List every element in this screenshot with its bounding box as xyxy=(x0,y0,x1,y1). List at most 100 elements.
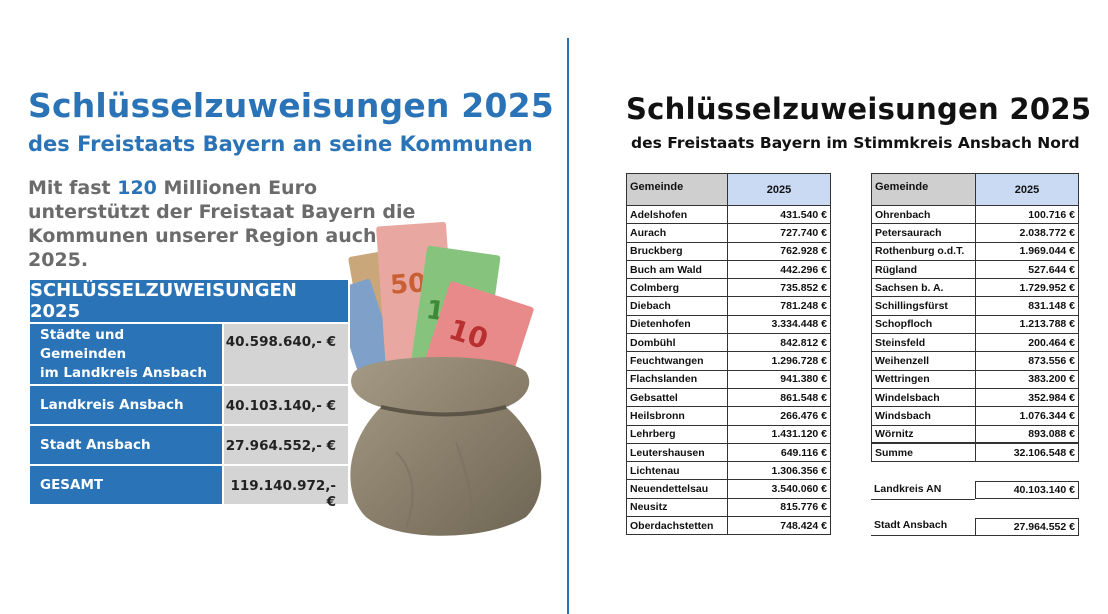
gemeinde-value: 1.729.952 € xyxy=(975,278,1079,298)
gemeinde-name: Weihenzell xyxy=(871,351,976,371)
stadt-ansbach-label: Stadt Ansbach xyxy=(874,519,948,531)
summary-table: SCHLÜSSELZUWEISUNGEN 2025 Städte und Gem… xyxy=(28,278,350,510)
sum-label: Summe xyxy=(871,442,976,463)
table-row: Windelsbach 352.984 € xyxy=(871,387,1079,408)
gemeinde-name: Colmberg xyxy=(626,278,728,298)
gemeinde-value: 727.740 € xyxy=(727,223,831,243)
stadt-ansbach-value: 27.964.552 € xyxy=(975,518,1079,536)
table-row: Rügland 527.644 € xyxy=(871,259,1079,280)
table-row: Ohrenbach 100.716 € xyxy=(871,204,1079,225)
gemeinde-value: 266.476 € xyxy=(727,406,831,426)
money-bag-illustration: 500 100 10 xyxy=(336,221,542,536)
table-row: Wörnitz 893.088 € xyxy=(871,424,1079,444)
table-row: Lichtenau 1.306.356 € xyxy=(626,461,831,481)
gemeinde-value: 873.556 € xyxy=(975,351,1079,371)
gemeinde-name: Aurach xyxy=(626,223,728,243)
gemeinde-name: Neuendettelsau xyxy=(626,479,728,499)
gemeinde-name: Rügland xyxy=(871,259,976,280)
landkreis-an-value: 40.103.140 € xyxy=(975,481,1079,499)
gemeinde-name: Schillingsfürst xyxy=(871,296,976,316)
right-title: Schlüsselzuweisungen 2025 xyxy=(626,92,1092,126)
sack-shape xyxy=(350,357,542,536)
table-row: Neusitz 815.776 € xyxy=(626,497,831,518)
left-title: Schlüsselzuweisungen 2025 xyxy=(28,86,554,125)
table-row: Wettringen 383.200 € xyxy=(871,369,1079,389)
gemeinde-value: 1.306.356 € xyxy=(727,461,831,481)
table-row: Feuchtwangen 1.296.728 € xyxy=(626,351,831,371)
gemeinde-value: 1.296.728 € xyxy=(727,351,831,371)
gemeinde-name: Steinsfeld xyxy=(871,333,976,353)
sum-value: 32.106.548 € xyxy=(975,442,1079,463)
intro-text: Mit fast 120 Millionen Euro unterstützt … xyxy=(28,176,428,272)
summary-row-label: GESAMT xyxy=(28,466,224,504)
gemeinde-name: Petersaurach xyxy=(871,223,976,243)
gemeinde-value: 762.928 € xyxy=(727,241,831,261)
summary-label-line1: GESAMT xyxy=(40,476,104,493)
stadt-ansbach-row: Stadt Ansbach 27.964.552 € xyxy=(871,517,1079,537)
gemeinde-name: Gebsattel xyxy=(626,387,728,408)
right-subtitle: des Freistaats Bayern im Stimmkreis Ansb… xyxy=(631,134,1080,152)
gemeinde-value: 735.852 € xyxy=(727,278,831,298)
left-subtitle: des Freistaats Bayern an seine Kommunen xyxy=(28,132,533,156)
gemeinde-value: 1.431.120 € xyxy=(727,424,831,444)
gemeinde-name: Wörnitz xyxy=(871,424,976,444)
summary-row-value: 40.598.640,- € xyxy=(224,324,350,384)
summary-label-line2: im Landkreis Ansbach xyxy=(40,364,208,381)
gemeinde-value: 893.088 € xyxy=(975,424,1079,444)
summary-row-label: Städte und Gemeinden im Landkreis Ansbac… xyxy=(28,324,224,384)
intro-accent-number: 120 xyxy=(117,177,157,199)
divider-line xyxy=(567,38,569,614)
gemeinde-name: Heilsbronn xyxy=(626,406,728,426)
gemeinde-value: 3.540.060 € xyxy=(727,479,831,499)
gemeinde-name: Lichtenau xyxy=(626,461,728,481)
gemeinde-value: 781.248 € xyxy=(727,296,831,316)
summary-label-line1: Städte und Gemeinden xyxy=(40,326,127,362)
gemeinde-name: Sachsen b. A. xyxy=(871,278,976,298)
banknotes: 500 100 10 xyxy=(336,221,534,398)
table-row: Petersaurach 2.038.772 € xyxy=(871,223,1079,243)
gemeinde-value: 861.548 € xyxy=(727,387,831,408)
gemeinde-value: 100.716 € xyxy=(975,204,1079,225)
summary-row-landkreis: Landkreis Ansbach 40.103.140,- € xyxy=(28,386,350,426)
gemeinde-name: Leutershausen xyxy=(626,442,728,463)
table-row: Schillingsfürst 831.148 € xyxy=(871,296,1079,316)
gemeinde-value: 3.334.448 € xyxy=(727,314,831,335)
table-row: Diebach 781.248 € xyxy=(626,296,831,316)
table-row: Dombühl 842.812 € xyxy=(626,333,831,353)
table-row: Sachsen b. A. 1.729.952 € xyxy=(871,278,1079,298)
gemeinde-value: 842.812 € xyxy=(727,333,831,353)
table-row: Dietenhofen 3.334.448 € xyxy=(626,314,831,335)
gemeinde-value: 941.380 € xyxy=(727,369,831,389)
table-row: Neuendettelsau 3.540.060 € xyxy=(626,479,831,499)
table-row: Adelshofen 431.540 € xyxy=(626,204,831,225)
summary-label-line1: Stadt Ansbach xyxy=(40,436,151,453)
table-row: Aurach 727.740 € xyxy=(626,223,831,243)
gemeinde-name: Dietenhofen xyxy=(626,314,728,335)
gemeinde-value: 200.464 € xyxy=(975,333,1079,353)
summary-row-stadt: Stadt Ansbach 27.964.552,- € xyxy=(28,426,350,466)
gemeinde-value: 831.148 € xyxy=(975,296,1079,316)
landkreis-an-label: Landkreis AN xyxy=(874,483,942,495)
summary-row-gesamt: GESAMT 119.140.972,- € xyxy=(28,466,350,510)
gemeinde-name: Adelshofen xyxy=(626,204,728,225)
gemeinde-name: Windelsbach xyxy=(871,387,976,408)
gemeinde-value: 649.116 € xyxy=(727,442,831,463)
intro-part-1: Mit fast xyxy=(28,177,118,199)
summary-label-line1: Landkreis Ansbach xyxy=(40,396,184,413)
summary-row-value: 40.103.140,- € xyxy=(224,386,350,424)
gemeinde-name: Ohrenbach xyxy=(871,204,976,225)
gemeinde-table-left: Gemeinde 2025 Adelshofen 431.540 € Aurach 7… xyxy=(626,173,831,536)
gemeinde-name: Windsbach xyxy=(871,406,976,426)
column-header-gemeinde: Gemeinde xyxy=(871,173,976,206)
gemeinde-value: 748.424 € xyxy=(727,516,831,536)
column-header-2025: 2025 xyxy=(975,173,1079,206)
gemeinde-value: 383.200 € xyxy=(975,369,1079,389)
table-row: Colmberg 735.852 € xyxy=(626,278,831,298)
table-row: Weihenzell 873.556 € xyxy=(871,351,1079,371)
gemeinde-value: 1.076.344 € xyxy=(975,406,1079,426)
summary-table-header: SCHLÜSSELZUWEISUNGEN 2025 xyxy=(28,278,350,324)
table-row: Steinsfeld 200.464 € xyxy=(871,333,1079,353)
table-header-row: Gemeinde 2025 xyxy=(871,173,1079,206)
table-row: Schopfloch 1.213.788 € xyxy=(871,314,1079,335)
summary-row-label: Stadt Ansbach xyxy=(28,426,224,464)
